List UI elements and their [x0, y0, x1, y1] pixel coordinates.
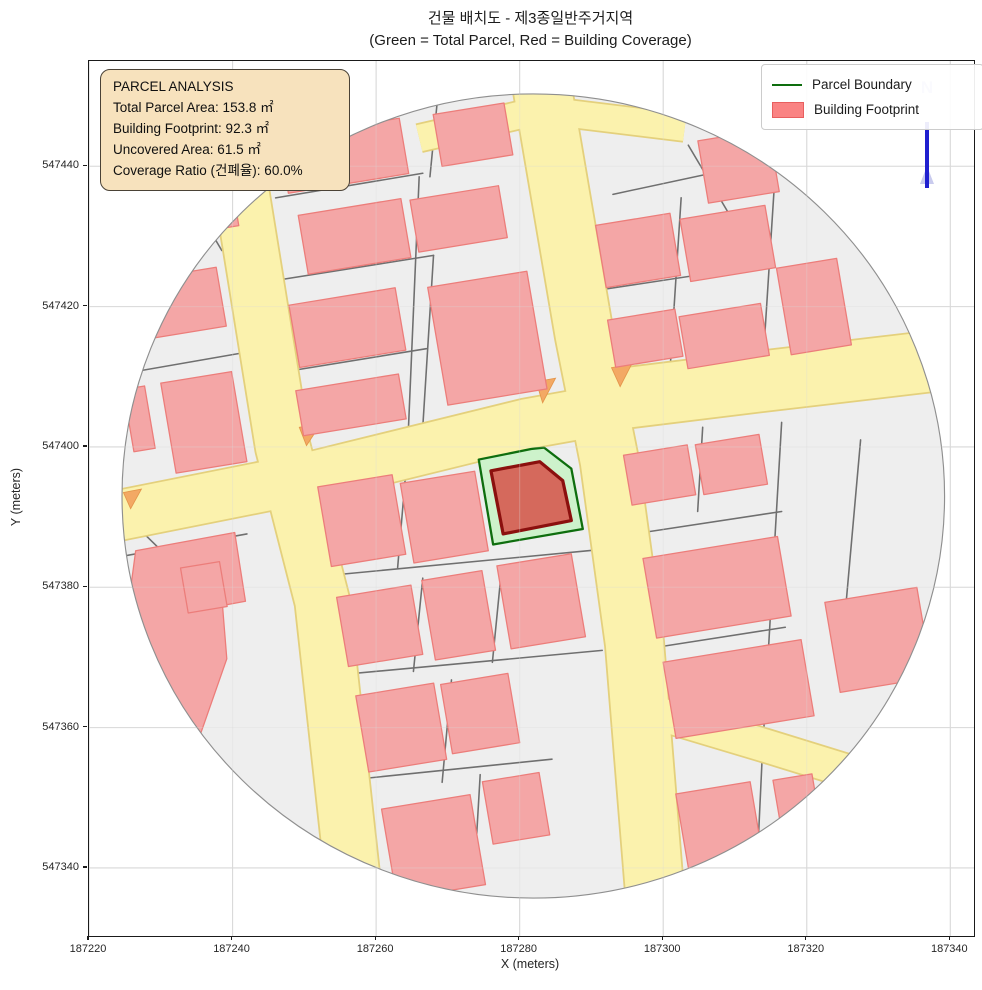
- y-tick-label: 547340: [42, 860, 79, 873]
- building: [439, 672, 521, 755]
- building: [496, 553, 587, 650]
- building: [380, 794, 487, 899]
- y-tick-mark: [83, 585, 87, 587]
- building: [421, 570, 497, 661]
- building: [138, 240, 177, 275]
- parcel-boundary-line: [845, 439, 862, 603]
- x-tick-label: 187340: [930, 943, 968, 955]
- building: [824, 586, 933, 694]
- y-tick-mark: [83, 725, 87, 728]
- road: [122, 384, 618, 542]
- map-content: [122, 93, 945, 899]
- parcel-boundary-line: [274, 347, 428, 375]
- parcel-boundary-line: [421, 254, 435, 429]
- parcel-boundary-line-swatch: [772, 83, 802, 86]
- building: [594, 212, 682, 289]
- x-tick-mark: [374, 936, 376, 940]
- road: [594, 329, 945, 431]
- plot-area: [88, 60, 975, 937]
- building: [679, 204, 777, 283]
- building: [295, 373, 407, 437]
- parcel-boundary-line: [314, 549, 596, 578]
- y-tick-label: 547360: [42, 720, 79, 733]
- y-tick-label: 547380: [42, 580, 79, 593]
- parcel-analysis-line: Building Footprint: 92.3 ㎡: [113, 120, 270, 136]
- x-tick-label: 187320: [787, 943, 825, 955]
- parcel-analysis-line: Uncovered Area: 61.5 ㎡: [113, 141, 261, 157]
- parcel-analysis-box: PARCEL ANALYSIS Total Parcel Area: 153.8…: [100, 69, 350, 191]
- building: [335, 584, 424, 668]
- building: [297, 197, 412, 275]
- building: [137, 266, 227, 340]
- y-tick-label: 547420: [42, 299, 79, 312]
- building: [409, 185, 508, 253]
- chart-title: 건물 배치도 - 제3종일반주거지역 (Green = Total Parcel…: [88, 8, 973, 52]
- legend-item-building-footprint: Building Footprint: [772, 97, 973, 122]
- y-tick-label: 547440: [42, 159, 79, 172]
- building: [288, 287, 407, 369]
- legend-label: Building Footprint: [814, 102, 920, 117]
- clip-outline: [121, 93, 946, 899]
- title-line-1: 건물 배치도 - 제3종일반주거지역: [427, 10, 634, 27]
- target-building-footprint: [489, 460, 573, 536]
- y-axis-label: Y (meters): [9, 467, 23, 527]
- x-tick-label: 187280: [500, 943, 538, 955]
- building: [642, 535, 792, 639]
- parcel-boundary-line: [274, 172, 424, 199]
- x-tick-label: 187240: [213, 943, 250, 955]
- legend-item-parcel-boundary: Parcel Boundary: [772, 72, 973, 97]
- building: [694, 433, 769, 496]
- legend-label: Parcel Boundary: [812, 77, 912, 92]
- building: [355, 682, 448, 773]
- building: [317, 474, 407, 568]
- building: [772, 773, 820, 823]
- y-tick-mark: [83, 304, 87, 307]
- building: [481, 771, 551, 845]
- x-axis-label: X (meters): [500, 957, 560, 971]
- x-tick-mark: [805, 936, 807, 940]
- y-tick-label: 547400: [42, 439, 79, 452]
- x-tick-mark: [518, 936, 520, 940]
- map-canvas: [89, 61, 974, 936]
- x-tick-mark: [948, 936, 950, 940]
- x-tick-mark: [87, 936, 89, 940]
- y-tick-mark: [83, 445, 87, 447]
- corner-wedge: [122, 488, 143, 510]
- building: [189, 190, 240, 234]
- building: [678, 302, 771, 370]
- building: [662, 639, 815, 739]
- parcel-analysis-line: Coverage Ratio (건폐율): 60.0%: [113, 162, 303, 178]
- y-tick-mark: [83, 164, 87, 166]
- building: [622, 444, 697, 506]
- building: [179, 560, 228, 614]
- legend: Parcel Boundary Building Footprint: [761, 64, 982, 130]
- road: [512, 93, 685, 899]
- building: [399, 470, 489, 564]
- building: [432, 102, 514, 168]
- parcel-boundary-line: [321, 649, 603, 678]
- y-tick-mark: [83, 866, 87, 868]
- x-tick-label: 187260: [356, 943, 394, 955]
- x-tick-mark: [661, 936, 663, 940]
- building: [427, 270, 548, 406]
- building: [606, 308, 684, 368]
- title-line-2: (Green = Total Parcel, Red = Building Co…: [369, 31, 692, 49]
- road: [213, 176, 382, 899]
- parcel-boundary-line: [278, 254, 435, 281]
- parcel-analysis-title: PARCEL ANALYSIS: [113, 79, 234, 94]
- x-tick-mark: [230, 936, 233, 940]
- building-footprint-patch-swatch: [772, 101, 804, 118]
- x-tick-label: 187300: [643, 943, 681, 955]
- building: [775, 257, 853, 356]
- parcel-analysis-line: Total Parcel Area: 153.8 ㎡: [113, 99, 274, 115]
- x-tick-label: 187220: [69, 943, 107, 955]
- building: [160, 370, 248, 474]
